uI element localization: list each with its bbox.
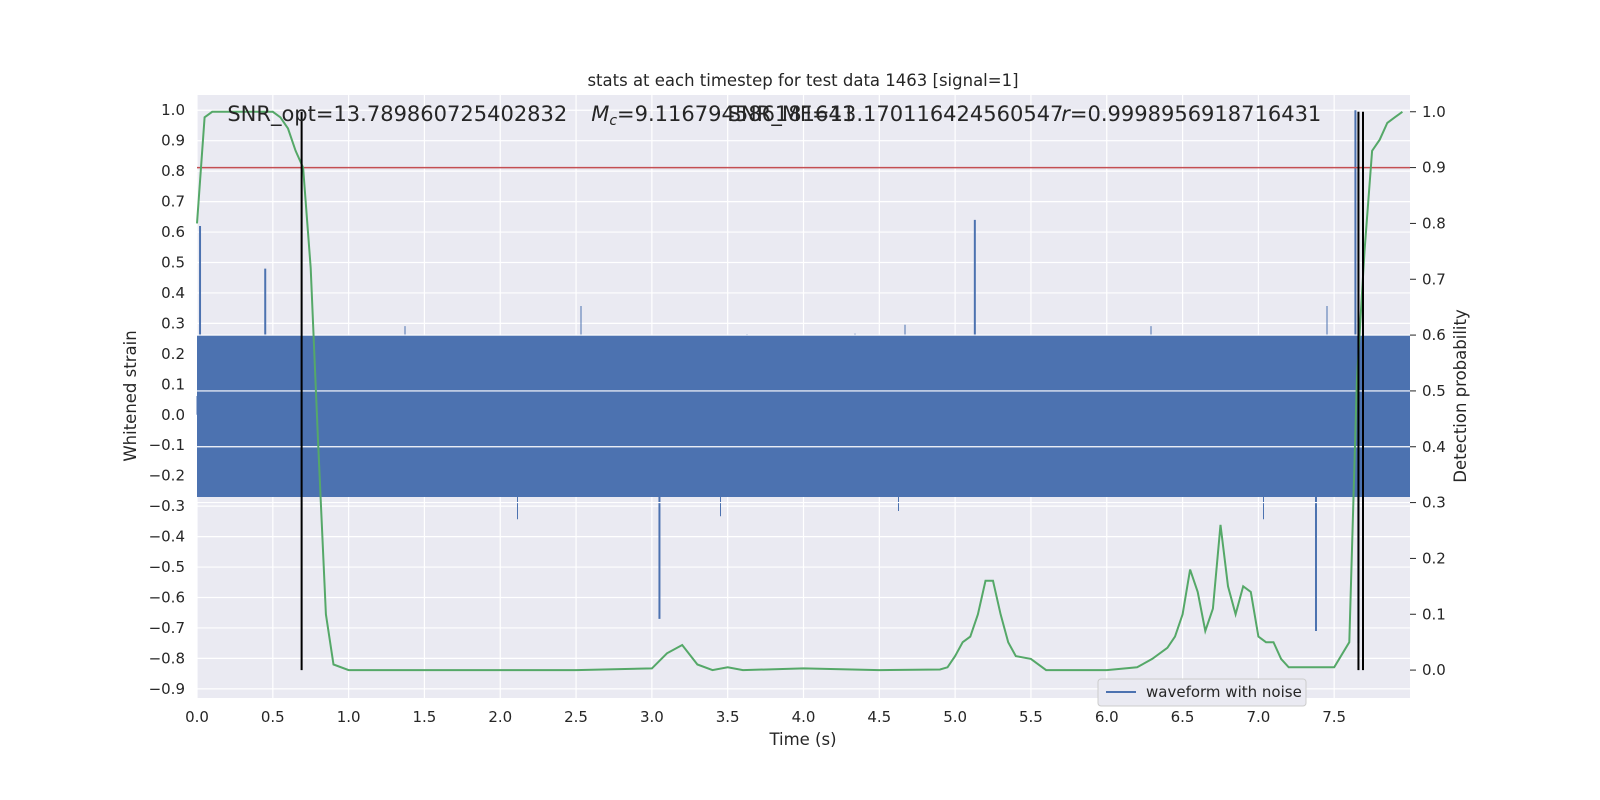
y-left-tick-label: −0.5: [149, 558, 185, 576]
y-left-tick-label: −0.2: [149, 467, 185, 485]
overlay-grid: [197, 334, 1410, 504]
y-left-tick-label: 0.9: [161, 132, 185, 150]
x-tick-label: 6.0: [1095, 708, 1119, 726]
x-tick-label: 6.5: [1171, 708, 1195, 726]
annotation-text: r=0.9998956918716431: [1061, 102, 1321, 126]
annotations: SNR_opt=13.789860725402832 Mc=9.116794586…: [227, 102, 1321, 129]
detection-probability-series: [196, 110, 1403, 672]
vertical-lines: [300, 111, 1364, 671]
legend-entry: waveform with noise: [1146, 683, 1302, 701]
x-tick-label: 0.5: [261, 708, 285, 726]
y-left-tick-label: 0.6: [161, 223, 185, 241]
y-right-tick-label: 0.6: [1422, 326, 1446, 344]
y-right-tick-label: 0.9: [1422, 159, 1446, 177]
x-tick-label: 2.5: [564, 708, 588, 726]
probability-layer: [196, 110, 1403, 672]
y-right-axis-title: Detection probability: [1451, 309, 1470, 483]
y-right-tick-label: 0.5: [1422, 382, 1446, 400]
annotation-text: Mc=9.116794586181641: [591, 102, 855, 129]
y-right-tick-label: 0.8: [1422, 214, 1446, 232]
y-left-tick-label: −0.4: [149, 528, 185, 546]
annotation-text: SNR_MF=13.170116424560547: [728, 102, 1064, 127]
chart-title: stats at each timestep for test data 146…: [587, 71, 1018, 90]
y-left-tick-label: 1.0: [161, 101, 185, 119]
y-left-tick-label: −0.1: [149, 436, 185, 454]
x-tick-label: 2.0: [488, 708, 512, 726]
x-tick-label: 4.0: [792, 708, 816, 726]
y-left-axis-title: Whitened strain: [121, 330, 140, 461]
y-right-tick-label: 0.1: [1422, 605, 1446, 623]
x-tick-label: 0.0: [185, 708, 209, 726]
y-left-tick-label: −0.7: [149, 619, 185, 637]
x-tick-label: 7.0: [1246, 708, 1270, 726]
x-tick-label: 5.0: [943, 708, 967, 726]
y-right-axis-ticks: 1.0 0.9 0.8 0.7 0.6 0.5 0.4 0.3 0.2 0.1 0.0: [1410, 103, 1446, 679]
x-tick-label: 3.0: [640, 708, 664, 726]
x-tick-label: 7.5: [1322, 708, 1346, 726]
x-tick-label: 1.5: [413, 708, 437, 726]
x-tick-label: 1.0: [337, 708, 361, 726]
y-left-tick-label: 0.2: [161, 345, 185, 363]
y-right-tick-label: 0.3: [1422, 494, 1446, 512]
y-left-tick-label: 0.0: [161, 406, 185, 424]
y-right-tick-label: 0.4: [1422, 438, 1446, 456]
waveform-core-band: [197, 335, 1410, 497]
x-tick-label: 5.5: [1019, 708, 1043, 726]
y-right-tick-label: 0.2: [1422, 549, 1446, 567]
y-left-tick-label: 0.5: [161, 254, 185, 272]
y-right-tick-label: 0.0: [1422, 661, 1446, 679]
x-tick-label: 4.5: [867, 708, 891, 726]
y-right-tick-label: 1.0: [1422, 103, 1446, 121]
y-left-tick-label: 0.1: [161, 375, 185, 393]
y-left-tick-label: 0.8: [161, 162, 185, 180]
y-left-axis-ticks: 1.0 0.9 0.8 0.7 0.6 0.5 0.4 0.3 0.2 0.1 0.0 −0.1 −0.…: [149, 101, 185, 698]
x-tick-label: 3.5: [716, 708, 740, 726]
waveform-layer: [196, 110, 1410, 644]
y-left-tick-label: −0.9: [149, 680, 185, 698]
y-left-tick-label: 0.7: [161, 193, 185, 211]
y-right-tick-label: 0.7: [1422, 270, 1446, 288]
y-left-tick-label: 0.4: [161, 284, 185, 302]
y-left-tick-label: −0.8: [149, 649, 185, 667]
y-left-tick-label: −0.6: [149, 589, 185, 607]
annotation-text: SNR_opt=13.789860725402832: [227, 102, 567, 127]
legend-box: [1097, 678, 1307, 707]
x-axis-title: Time (s): [768, 730, 836, 749]
legend: waveform with noise: [1097, 678, 1307, 707]
y-left-tick-label: −0.3: [149, 497, 185, 515]
x-axis-ticks: 0.0 0.5 1.0 1.5 2.0 2.5 3.0 3.5 4.0 4.5 5.0 5.5 6.0 6…: [185, 708, 1346, 726]
y-left-tick-label: 0.3: [161, 314, 185, 332]
